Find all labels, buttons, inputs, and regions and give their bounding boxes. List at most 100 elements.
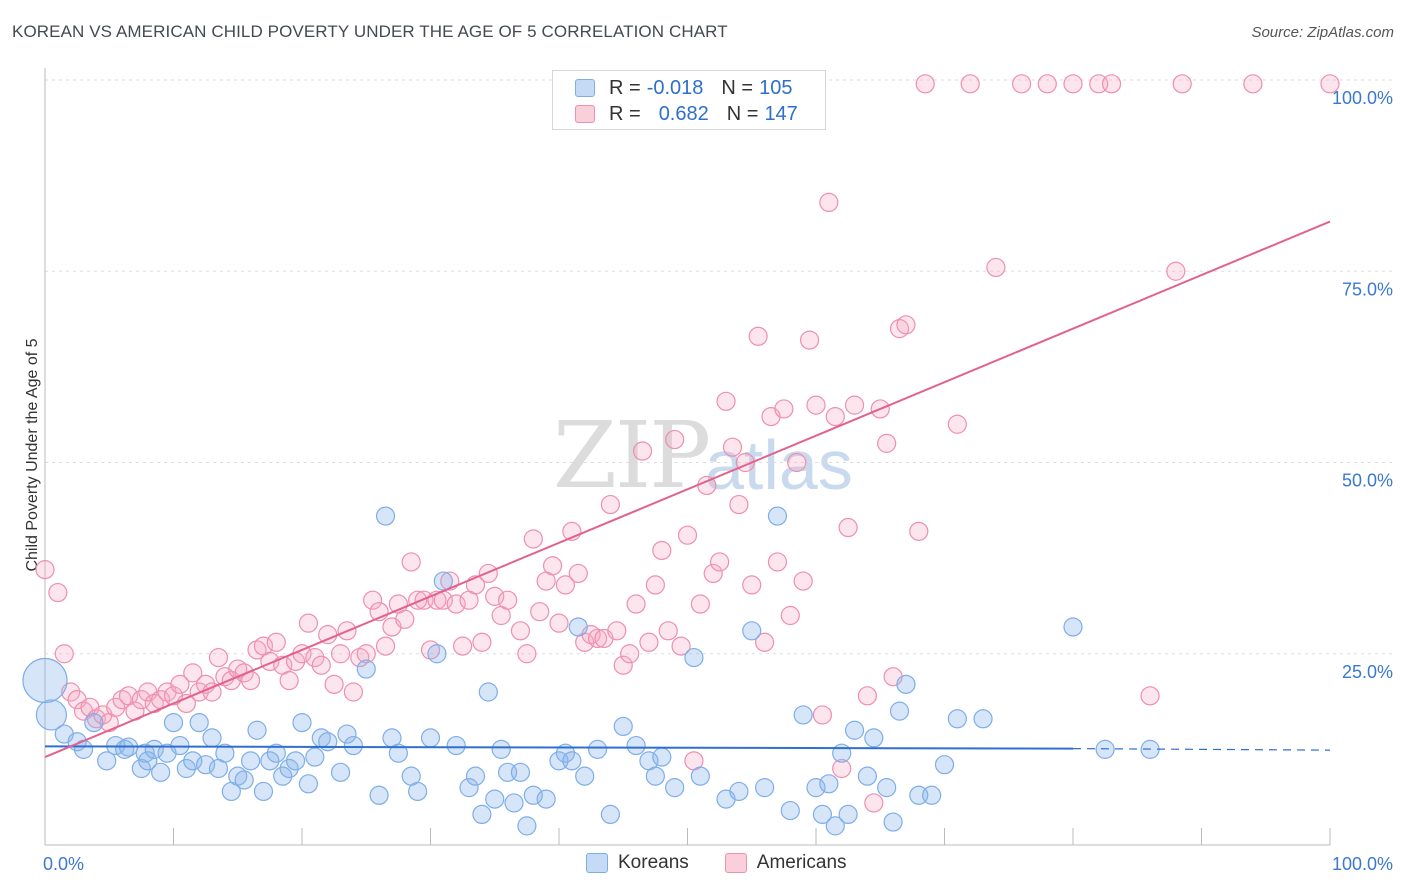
korean-point bbox=[626, 735, 646, 756]
american-point bbox=[485, 586, 505, 606]
korean-point bbox=[459, 778, 479, 798]
american-point bbox=[665, 429, 685, 450]
american-point bbox=[947, 414, 967, 434]
korean-point bbox=[356, 659, 376, 679]
american-point bbox=[742, 575, 762, 595]
american-point bbox=[729, 494, 749, 515]
american-point bbox=[530, 602, 550, 622]
korean-point bbox=[523, 785, 543, 805]
korean-point bbox=[491, 739, 511, 759]
bottom-legend-americans: Americans bbox=[724, 852, 847, 874]
korean-point bbox=[196, 755, 216, 775]
american-point bbox=[279, 670, 299, 691]
american-point bbox=[825, 407, 845, 427]
american-point bbox=[1243, 74, 1263, 94]
american-point bbox=[812, 705, 833, 725]
korean-point bbox=[330, 762, 351, 782]
american-point bbox=[453, 636, 473, 656]
american-point bbox=[716, 391, 736, 411]
korean-point bbox=[138, 751, 158, 771]
korean-point bbox=[812, 804, 833, 825]
american-point bbox=[774, 399, 794, 419]
bottom-legend: Koreans Americans bbox=[586, 852, 883, 874]
korean-point bbox=[369, 785, 389, 805]
korean-point bbox=[375, 506, 396, 526]
korean-point bbox=[510, 762, 531, 782]
american-point bbox=[395, 609, 415, 629]
american-point bbox=[523, 529, 543, 549]
korean-point bbox=[485, 789, 505, 809]
korean-point bbox=[690, 766, 710, 786]
korean-point bbox=[131, 758, 151, 779]
legend-r-label: R = bbox=[609, 102, 641, 125]
korean-point bbox=[754, 778, 775, 798]
american-point bbox=[54, 644, 74, 664]
korean-point bbox=[84, 712, 104, 733]
american-point bbox=[639, 632, 659, 652]
korean-point bbox=[857, 766, 878, 786]
korean-point bbox=[260, 751, 280, 771]
korean-point bbox=[806, 778, 826, 798]
american-point bbox=[234, 663, 254, 683]
source-credit: Source: ZipAtlas.com bbox=[1251, 24, 1394, 41]
korean-point bbox=[183, 751, 203, 771]
korean-point bbox=[844, 720, 865, 740]
american-point bbox=[48, 582, 68, 603]
korean-point bbox=[478, 682, 498, 702]
korean-point bbox=[202, 728, 222, 748]
korean-point bbox=[562, 751, 582, 771]
korean-point bbox=[645, 766, 665, 786]
american-point bbox=[446, 594, 466, 614]
korean-point bbox=[767, 506, 788, 526]
korean-point bbox=[305, 747, 325, 767]
korean-point bbox=[922, 785, 942, 805]
legend-r-value-koreans: -0.018 bbox=[646, 76, 704, 99]
american-point bbox=[607, 621, 627, 641]
korean-point bbox=[298, 774, 319, 794]
korean-point bbox=[472, 804, 492, 825]
american-point bbox=[632, 441, 653, 461]
korean-point bbox=[170, 735, 190, 756]
american-point bbox=[1101, 74, 1122, 94]
american-point bbox=[896, 315, 916, 335]
korean-point bbox=[536, 789, 556, 809]
american-point bbox=[986, 257, 1006, 278]
y-tick-label: 75.0% bbox=[1342, 279, 1393, 299]
legend-n-label: N = bbox=[721, 76, 754, 99]
korean-point bbox=[292, 712, 312, 733]
bottom-legend-label-koreans: Koreans bbox=[618, 852, 689, 873]
american-point bbox=[677, 525, 698, 545]
korean-point bbox=[427, 644, 447, 664]
american-point bbox=[324, 674, 344, 694]
korean-trendline bbox=[44, 745, 1074, 750]
korean-point bbox=[337, 724, 357, 744]
korean-point bbox=[883, 812, 903, 832]
american-point bbox=[864, 793, 884, 813]
korean-point bbox=[889, 701, 910, 721]
american-point bbox=[356, 644, 376, 664]
korean-point bbox=[832, 743, 852, 763]
american-point bbox=[620, 644, 640, 664]
american-point bbox=[1166, 261, 1186, 281]
american-point bbox=[517, 644, 537, 664]
american-point bbox=[671, 636, 691, 656]
american-point bbox=[877, 433, 897, 453]
korean-point bbox=[684, 647, 704, 668]
american-point bbox=[408, 590, 428, 610]
legend-swatch-americans bbox=[575, 105, 595, 123]
american-point bbox=[703, 563, 723, 584]
american-point bbox=[754, 632, 775, 652]
american-point bbox=[1172, 74, 1192, 94]
american-point bbox=[298, 613, 319, 633]
korean-point bbox=[825, 816, 845, 836]
legend-row-koreans: R = -0.018 N = 105 bbox=[575, 76, 792, 100]
korean-point bbox=[22, 657, 68, 704]
x-tick-label: 0.0% bbox=[43, 854, 84, 874]
american-point bbox=[806, 395, 826, 415]
korean-point bbox=[189, 712, 209, 733]
chart-title: KOREAN VS AMERICAN CHILD POVERTY UNDER T… bbox=[12, 22, 728, 41]
american-point bbox=[478, 563, 498, 584]
korean-point bbox=[163, 712, 184, 733]
american-point bbox=[710, 552, 730, 572]
korean-point bbox=[838, 804, 858, 825]
